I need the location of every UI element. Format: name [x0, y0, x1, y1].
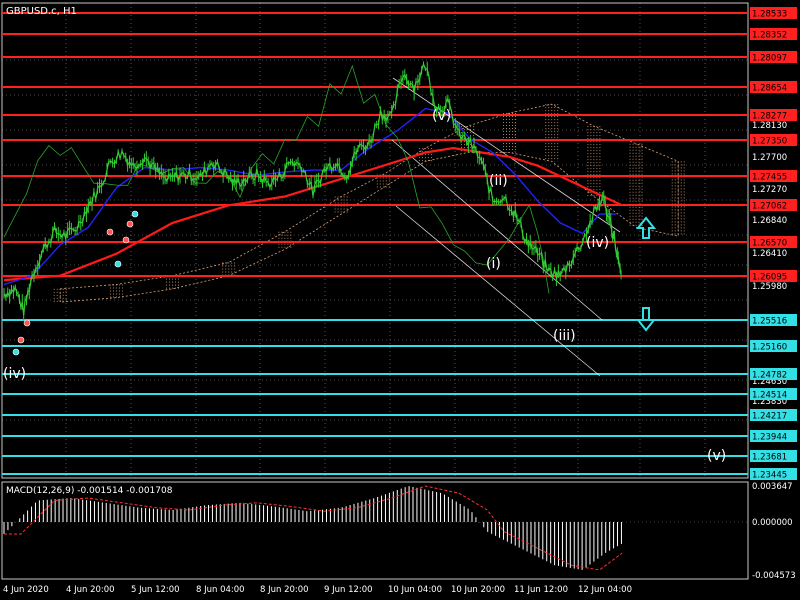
- macd-signal-line: [4, 485, 623, 571]
- price-candles: [3, 61, 622, 321]
- buy-marker: [114, 260, 122, 268]
- support-tag-label: 1.24782: [752, 371, 787, 381]
- macd-zero-label: 0.000000: [752, 518, 793, 528]
- support-tag: [750, 468, 797, 480]
- support-tag-label: 1.23445: [752, 471, 787, 481]
- main-pane-frame: [1, 2, 749, 479]
- support-tag-label: 1.24217: [752, 412, 787, 422]
- symbol-title: GBPUSD.c, H1: [6, 6, 77, 17]
- wave-label-i: (i): [486, 256, 501, 272]
- time-axis: 4 Jun 2020 4 Jun 20:00 5 Jun 12:00 8 Jun 04…: [3, 585, 632, 595]
- channel-upper-line: [392, 77, 621, 233]
- sell-marker: [17, 336, 25, 344]
- resistance-tag: [750, 170, 797, 182]
- price-tick-label: 1.26840: [752, 216, 787, 226]
- wave-label-iv-left: (iv): [3, 366, 26, 382]
- price-tick-label: 1.26410: [752, 249, 787, 259]
- resistance-tag-label: 1.27455: [752, 173, 787, 183]
- ichimoku-cloud: [53, 103, 685, 303]
- signal-markers: [12, 210, 139, 356]
- up-arrow-icon: [635, 216, 657, 239]
- price-tick-label: 1.27700: [752, 153, 787, 163]
- buy-marker: [131, 210, 139, 218]
- level-tags: 1.28533 1.28352 1.28097 1.28654 1.28277 1.273…: [750, 7, 797, 481]
- resistance-tag-label: 1.27350: [752, 137, 787, 147]
- support-tag-label: 1.25516: [752, 317, 787, 327]
- resistance-tag: [750, 236, 797, 248]
- forecast-arrows: [635, 216, 657, 332]
- price-tick-label: 1.24630: [752, 377, 787, 387]
- support-tag-label: 1.24514: [752, 391, 787, 401]
- time-tick-label: 12 Jun 04:00: [578, 585, 632, 595]
- support-tag: [750, 368, 797, 380]
- time-tick-label: 8 Jun 20:00: [260, 585, 309, 595]
- time-tick-label: 5 Jun 12:00: [131, 585, 180, 595]
- channel-lower-line: [395, 205, 601, 377]
- support-tag: [750, 409, 797, 421]
- resistance-tag-label: 1.28277: [752, 112, 787, 122]
- time-tick-label: 4 Jun 2020: [3, 585, 49, 595]
- slow-ma-line: [3, 146, 623, 282]
- sell-marker: [122, 236, 130, 244]
- macd-max-label: 0.003647: [752, 482, 793, 492]
- sell-marker: [126, 220, 134, 228]
- price-tick-label: 1.27270: [752, 185, 787, 195]
- wave-label-ii: (ii): [489, 173, 508, 189]
- sell-marker: [23, 319, 31, 327]
- resistance-tag: [750, 199, 797, 211]
- cloud-outline: [59, 103, 679, 303]
- support-tag: [750, 340, 797, 352]
- resistance-tag: [750, 81, 797, 93]
- resistance-tag-label: 1.26095: [752, 273, 787, 283]
- macd-title: MACD(12,26,9) -0.001514 -0.001708: [6, 486, 173, 496]
- support-tag: [750, 388, 797, 400]
- buy-marker: [12, 348, 20, 356]
- channel-mid-line: [391, 139, 603, 321]
- price-tick-label: 1.23830: [752, 397, 787, 407]
- resistance-tag-label: 1.28097: [752, 54, 787, 64]
- price-line: [3, 62, 622, 316]
- macd-histogram: [3, 486, 622, 570]
- support-tag-label: 1.23944: [752, 433, 787, 443]
- resistance-tag: [750, 270, 797, 282]
- down-arrow-icon: [635, 307, 657, 332]
- resistance-tag-label: 1.26570: [752, 239, 787, 249]
- time-tick-label: 8 Jun 04:00: [196, 585, 245, 595]
- resistance-tag-label: 1.27062: [752, 202, 787, 212]
- macd-min-label: -0.004573: [752, 571, 796, 581]
- time-tick-label: 10 Jun 04:00: [388, 585, 442, 595]
- elliott-channel: [391, 77, 621, 377]
- resistance-tag-label: 1.28533: [752, 10, 787, 20]
- time-tick-label: 4 Jun 20:00: [66, 585, 115, 595]
- time-tick-label: 11 Jun 12:00: [514, 585, 568, 595]
- resistance-tag-label: 1.28352: [752, 31, 787, 41]
- wave-label-iii: (iii): [553, 328, 576, 344]
- resistance-tag: [750, 28, 797, 40]
- support-tag: [750, 430, 797, 442]
- support-tag: [750, 314, 797, 326]
- support-tag: [750, 450, 797, 462]
- time-tick-label: 9 Jun 12:00: [324, 585, 373, 595]
- price-tick-label: 1.25980: [752, 282, 787, 292]
- wave-label-v-right: (v): [707, 448, 726, 464]
- resistance-tag-label: 1.28654: [752, 84, 787, 94]
- support-tag-label: 1.23681: [752, 453, 787, 463]
- resistance-tag: [750, 134, 797, 146]
- resistance-tag: [750, 7, 797, 19]
- level-lines: [2, 12, 748, 475]
- macd-pane-frame: [1, 481, 749, 580]
- wave-label-iv: (iv): [586, 235, 609, 251]
- resistance-tag: [750, 51, 797, 63]
- price-axis: 1.28130 1.27700 1.27270 1.26840 1.26410 1.259…: [752, 121, 787, 407]
- resistance-tag: [750, 109, 797, 121]
- sell-marker: [106, 228, 114, 236]
- time-tick-label: 10 Jun 20:00: [451, 585, 505, 595]
- wave-label-v-top: (v): [432, 108, 451, 124]
- price-tick-label: 1.28130: [752, 121, 787, 131]
- grid: [2, 3, 748, 478]
- support-tag-label: 1.25160: [752, 343, 787, 353]
